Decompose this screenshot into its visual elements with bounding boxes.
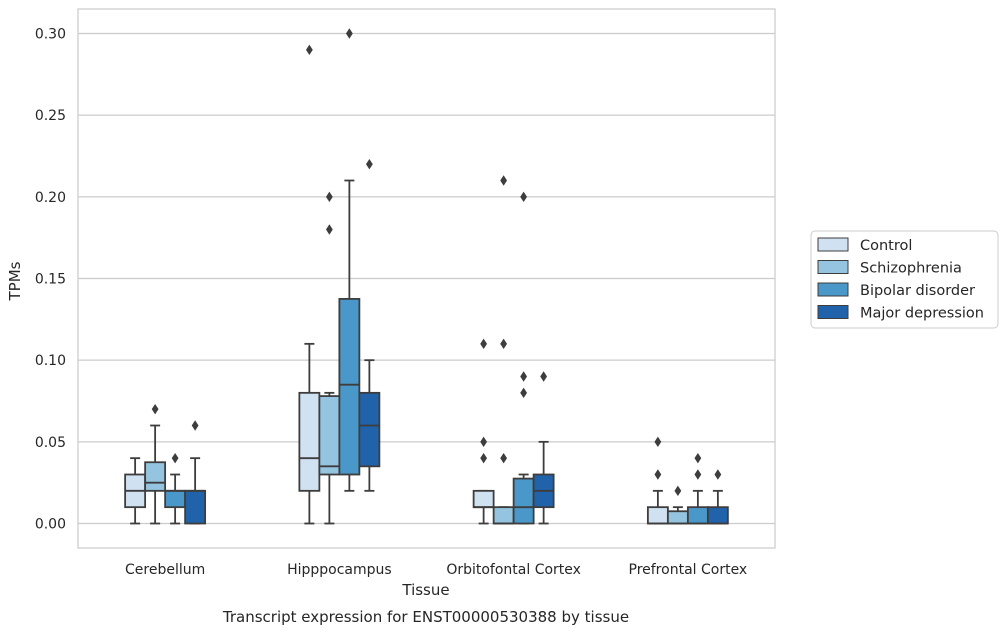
outlier-point: [520, 371, 528, 382]
outlier-point: [325, 224, 333, 235]
outlier-point: [714, 469, 722, 480]
outlier-point: [305, 44, 313, 56]
outlier-point: [540, 371, 548, 382]
y-axis-label: TPMs: [6, 261, 24, 301]
legend-frame: [810, 230, 999, 329]
x-tick-label: Orbitofontal Cortex: [446, 562, 581, 578]
legend-label: Major depression: [860, 306, 984, 322]
y-tick-label: 0.05: [35, 435, 66, 451]
outlier-point: [345, 28, 353, 39]
legend-swatch: [817, 282, 849, 297]
y-tick-label: 0.30: [35, 27, 66, 43]
x-tick-label: Prefrontal Cortex: [629, 562, 748, 578]
outlier-point: [480, 452, 488, 464]
legend-swatch: [817, 305, 849, 319]
category-group: [646, 436, 729, 525]
legend-item: Schizophrenia: [817, 260, 962, 277]
box: [338, 298, 361, 476]
outlier-point: [674, 485, 682, 497]
category-group: [472, 175, 555, 525]
category-group: [124, 403, 207, 525]
x-tick-labels: Cerebellum Hipppocampus Orbitofontal Corte…: [125, 562, 747, 578]
x-tick-label: Hipppocampus: [287, 562, 392, 578]
legend-label: Bipolar disorder: [860, 283, 975, 299]
box: [298, 391, 321, 492]
box-whiskers: [150, 424, 161, 525]
outlier-point: [480, 338, 488, 350]
box-whiskers: [364, 359, 375, 492]
box-whiskers: [344, 179, 355, 492]
legend-label: Schizophrenia: [860, 261, 962, 277]
y-tick-label: 0.20: [35, 190, 66, 206]
box-whiskers: [538, 440, 549, 525]
plot-frame: [77, 8, 776, 549]
outlier-point: [500, 338, 508, 350]
outlier-point: [694, 452, 702, 464]
outlier-point: [500, 175, 508, 186]
chart-title: Transcript expression for ENST0000053038…: [222, 608, 629, 626]
y-tick-label: 0.00: [35, 517, 66, 533]
box: [164, 489, 187, 509]
outlier-point: [480, 436, 488, 448]
legend-item: Major depression: [817, 305, 984, 322]
y-tick-labels: 0.00 0.05 0.10 0.15 0.20 0.25 0.30: [35, 27, 66, 533]
outlier-point: [171, 452, 179, 464]
box-whiskers: [304, 342, 315, 525]
outlier-point: [520, 387, 528, 399]
legend-swatch: [817, 237, 849, 252]
box: [646, 506, 669, 525]
box: [666, 510, 689, 525]
outlier-point: [365, 158, 373, 170]
box: [492, 506, 515, 525]
category-group: [298, 28, 381, 525]
y-tick-label: 0.25: [35, 108, 66, 124]
y-tick-label: 0.15: [35, 272, 66, 288]
outlier-point: [191, 420, 199, 431]
box: [184, 489, 207, 525]
outlier-point: [500, 452, 508, 464]
box-whiskers: [170, 473, 181, 525]
box-whiskers: [130, 457, 141, 525]
outlier-point: [520, 191, 528, 203]
box-groups: [124, 28, 729, 525]
box: [358, 391, 381, 468]
box-whiskers: [324, 391, 335, 525]
outlier-point: [694, 469, 702, 480]
legend-label: Control: [860, 238, 912, 254]
y-tick-label: 0.10: [35, 353, 66, 369]
outlier-point: [325, 191, 333, 203]
box: [318, 395, 341, 476]
box: [512, 477, 535, 525]
outlier-point: [654, 469, 662, 480]
outlier-point: [654, 436, 662, 448]
legend-swatch: [817, 260, 849, 274]
outlier-point: [151, 403, 159, 415]
legend[interactable]: Control Schizophrenia Bipolar disorder Majo…: [810, 230, 999, 329]
box: [686, 506, 709, 525]
box: [472, 489, 495, 509]
x-axis-label: Tissue: [401, 581, 449, 599]
legend-item: Bipolar disorder: [817, 282, 975, 299]
box: [144, 461, 167, 492]
legend-item: Control: [817, 237, 912, 254]
box: [706, 506, 729, 525]
x-tick-label: Cerebellum: [125, 562, 205, 578]
